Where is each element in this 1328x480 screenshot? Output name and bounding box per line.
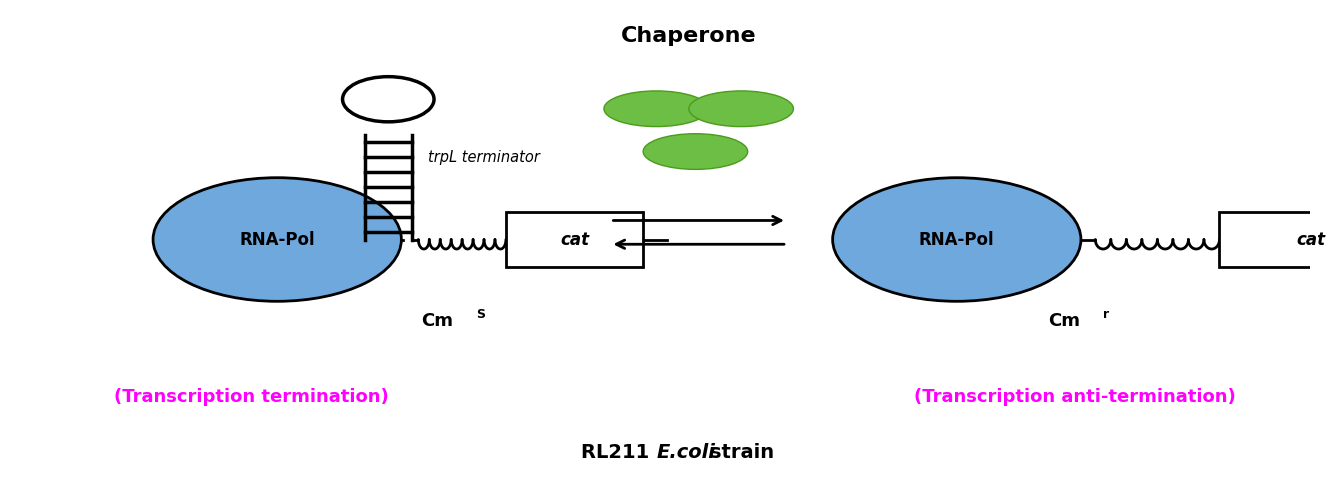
Text: Cm: Cm bbox=[1048, 312, 1080, 330]
Bar bbox=[506, 213, 643, 267]
Ellipse shape bbox=[153, 179, 401, 301]
Text: trpL terminator: trpL terminator bbox=[428, 149, 539, 165]
Text: (Transcription termination): (Transcription termination) bbox=[114, 387, 389, 406]
Text: RL211: RL211 bbox=[582, 442, 656, 461]
Text: r: r bbox=[1104, 307, 1109, 320]
Text: Cm: Cm bbox=[421, 312, 453, 330]
Bar bbox=[1219, 213, 1328, 267]
Ellipse shape bbox=[643, 134, 748, 170]
Ellipse shape bbox=[833, 179, 1081, 301]
Text: cat: cat bbox=[1296, 231, 1325, 249]
Text: S: S bbox=[475, 307, 485, 320]
Ellipse shape bbox=[343, 77, 434, 122]
Text: cat: cat bbox=[560, 231, 590, 249]
Text: (Transcription anti-termination): (Transcription anti-termination) bbox=[914, 387, 1235, 406]
Text: E.coli: E.coli bbox=[656, 442, 714, 461]
Text: RNA-Pol: RNA-Pol bbox=[239, 231, 315, 249]
Text: RNA-Pol: RNA-Pol bbox=[919, 231, 995, 249]
Text: Chaperone: Chaperone bbox=[622, 26, 757, 46]
Ellipse shape bbox=[689, 92, 793, 127]
Text: strain: strain bbox=[656, 442, 774, 461]
Ellipse shape bbox=[604, 92, 708, 127]
